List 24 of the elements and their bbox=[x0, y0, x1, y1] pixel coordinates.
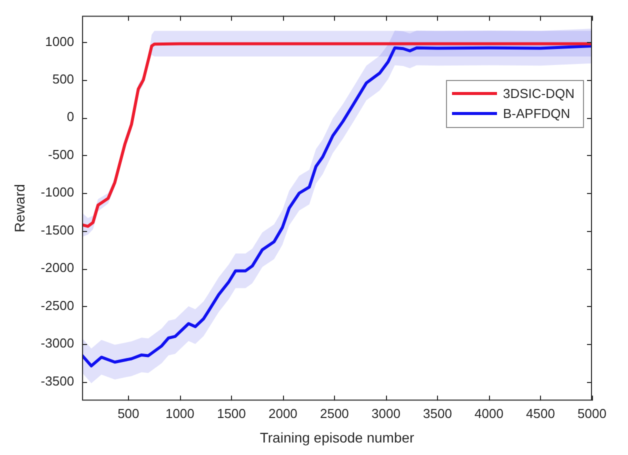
x-tick-label: 1000 bbox=[165, 406, 194, 421]
x-tick-label: 1500 bbox=[216, 406, 246, 421]
x-tick-label: 4500 bbox=[526, 406, 555, 421]
y-tick-label: -2500 bbox=[40, 298, 74, 313]
y-tick-label: -1000 bbox=[40, 184, 74, 200]
x-tick-label: 3500 bbox=[423, 406, 452, 421]
x-tick-label: 500 bbox=[118, 406, 140, 421]
y-tick-label: -2000 bbox=[40, 260, 74, 276]
x-tick-label: 3000 bbox=[372, 406, 400, 421]
y-tick-label: 0 bbox=[66, 109, 74, 124]
x-tick-label: 2000 bbox=[268, 406, 298, 421]
x-axis-title: Training episode number bbox=[260, 429, 415, 446]
y-tick-label: -1500 bbox=[40, 222, 74, 238]
legend-label: 3DSIC-DQN bbox=[503, 86, 575, 102]
y-tick-label: -3500 bbox=[40, 373, 74, 388]
legend-label: B-APFDQN bbox=[503, 106, 570, 122]
x-tick-label: 4000 bbox=[474, 406, 504, 421]
x-tick-label: 2500 bbox=[320, 406, 349, 421]
y-axis-title: Reward bbox=[11, 184, 28, 232]
y-tick-label: -3000 bbox=[40, 336, 74, 351]
x-tick-label: 5000 bbox=[578, 406, 606, 421]
y-tick-label: 1000 bbox=[45, 34, 74, 49]
y-tick-label: 500 bbox=[52, 72, 74, 87]
y-tick-label: -500 bbox=[48, 146, 74, 162]
